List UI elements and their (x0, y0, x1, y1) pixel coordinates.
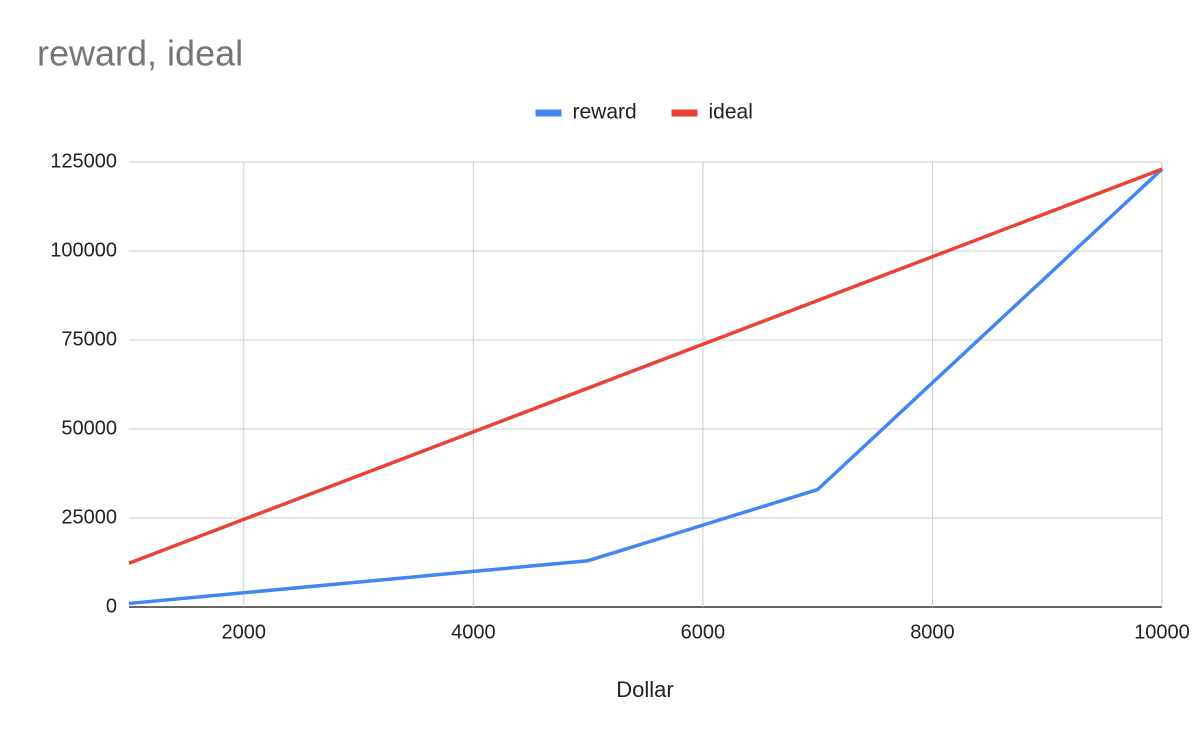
x-tick-label: 10000 (1134, 621, 1190, 643)
y-tick-label: 125000 (50, 150, 117, 172)
y-tick-label: 50000 (61, 417, 117, 439)
y-tick-label: 25000 (61, 506, 117, 528)
x-tick-label: 6000 (681, 621, 726, 643)
y-tick-label: 0 (106, 595, 117, 617)
y-tick-label: 75000 (61, 328, 117, 350)
legend: reward ideal (535, 101, 753, 124)
x-tick-label: 2000 (222, 621, 267, 643)
data-line (128, 167, 1163, 565)
y-tick-label: 100000 (50, 239, 117, 261)
data-line (128, 167, 1164, 606)
x-axis-title: Dollar (616, 677, 673, 702)
legend-label: reward (573, 101, 637, 124)
chart-title: reward, ideal (37, 33, 243, 74)
legend-label: ideal (709, 101, 753, 124)
x-tick-label: 8000 (910, 621, 955, 643)
x-tick-label: 4000 (451, 621, 496, 643)
